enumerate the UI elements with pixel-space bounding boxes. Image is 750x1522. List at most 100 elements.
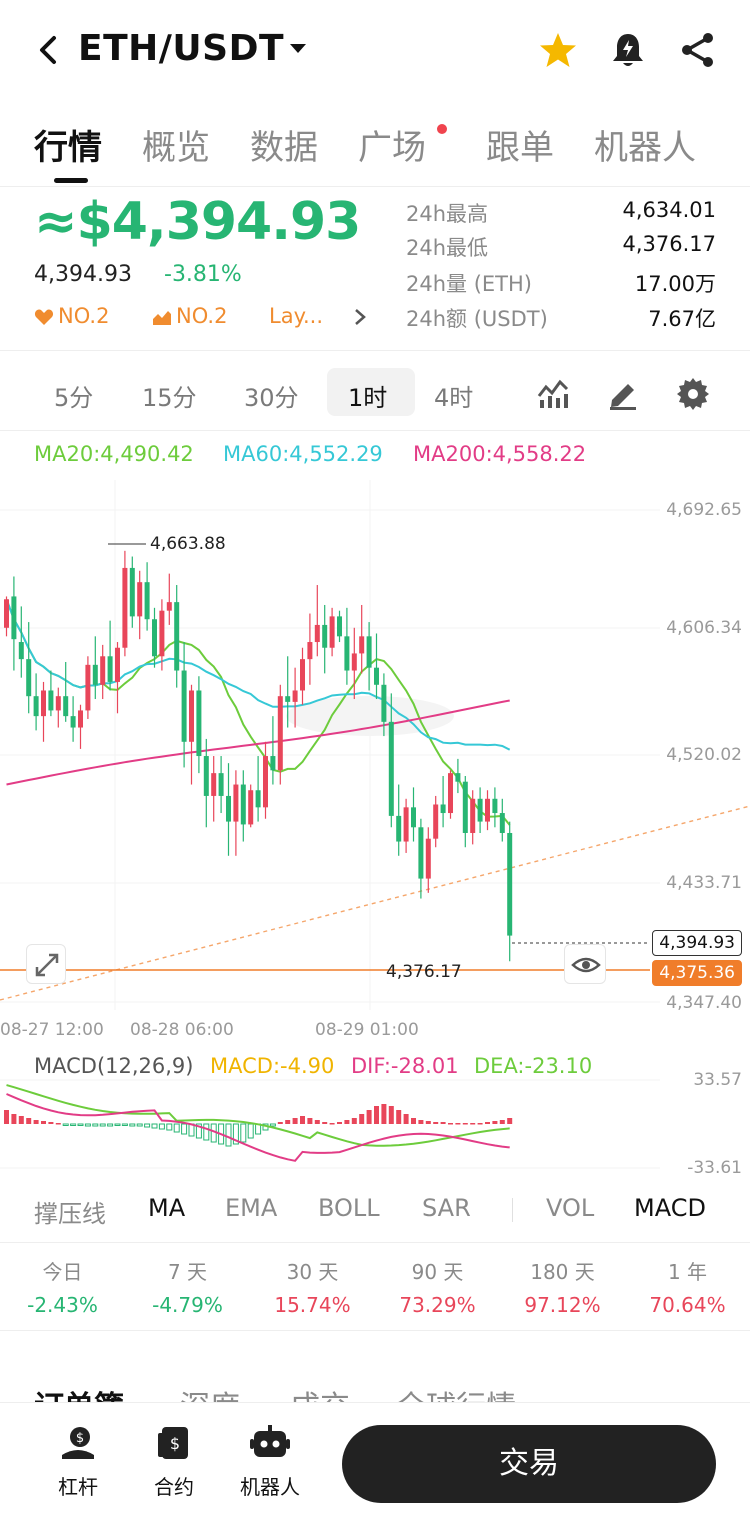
back-arrow-icon[interactable] (30, 30, 66, 70)
tab-bots[interactable]: 机器人 (594, 128, 696, 168)
macd-chart[interactable] (0, 1076, 750, 1186)
ind-sar[interactable]: SAR (422, 1194, 471, 1222)
ind-support-resistance[interactable]: 撑压线 (34, 1200, 106, 1228)
pair-title[interactable]: ETH/USDT (78, 28, 285, 69)
section-tabs: 订单簿 深度 成交 全球行情 (34, 1378, 734, 1402)
visibility-button[interactable] (564, 944, 606, 984)
divider (0, 430, 750, 431)
indicator-icon[interactable] (536, 376, 570, 410)
candle-body (152, 619, 157, 657)
nav-futures[interactable]: $ 合约 (134, 1425, 214, 1500)
tab-depth[interactable]: 深度 (180, 1382, 240, 1402)
period-active-bg (327, 368, 415, 416)
tab-square[interactable]: 广场 (358, 128, 426, 168)
tab-orderbook[interactable]: 订单簿 (34, 1382, 124, 1402)
macd-bar (337, 1122, 342, 1124)
tab-trades[interactable]: 成交 (290, 1382, 350, 1402)
ind-boll[interactable]: BOLL (318, 1194, 380, 1222)
dea-value: DEA:-23.10 (474, 1054, 593, 1078)
ind-vol[interactable]: VOL (546, 1194, 595, 1222)
macd-bar (92, 1123, 99, 1127)
candle-body (107, 656, 113, 682)
tab-data[interactable]: 数据 (250, 128, 318, 168)
divider (0, 186, 750, 187)
perf-label: 今日 (42, 1260, 83, 1284)
macd-bar (144, 1123, 151, 1128)
settings-icon[interactable] (676, 376, 710, 410)
share-icon[interactable] (678, 30, 718, 70)
chevron-down-icon[interactable] (286, 36, 310, 60)
tab-market[interactable]: 行情 (34, 128, 102, 168)
macd-bar (374, 1106, 379, 1124)
dif-line (6, 1093, 510, 1162)
rank-badge-layer[interactable]: Lay... (269, 304, 324, 328)
macd-bar (55, 1123, 61, 1125)
divider (512, 1198, 513, 1222)
macd-bar (433, 1122, 439, 1124)
macd-y-top: 33.57 (693, 1070, 742, 1090)
candle-body (448, 773, 453, 814)
high-marker-label: 4,663.88 (150, 534, 226, 554)
tab-global-market[interactable]: 全球行情 (396, 1382, 516, 1402)
candle-body (137, 582, 143, 617)
trend-line (0, 805, 750, 1001)
active-tab-indicator (54, 178, 88, 183)
period-5m[interactable]: 5分 (54, 384, 94, 412)
period-4h[interactable]: 4时 (434, 384, 474, 412)
candle-body (388, 721, 394, 816)
macd-bar (70, 1123, 77, 1126)
draw-icon[interactable] (606, 376, 640, 410)
candle-body (255, 790, 261, 808)
macd-bar (240, 1123, 247, 1143)
candle-body (218, 773, 224, 796)
candle-body (181, 670, 187, 742)
period-30m[interactable]: 30分 (244, 384, 299, 412)
period-1h[interactable]: 1时 (348, 384, 388, 412)
nav-margin[interactable]: $ 杠杆 (38, 1425, 118, 1500)
macd-bar (366, 1110, 372, 1124)
perf-value: 73.29% (399, 1293, 476, 1317)
candle-body (470, 798, 476, 833)
candle-body (174, 602, 180, 671)
perf-value: 97.12% (524, 1293, 601, 1317)
macd-bar (351, 1118, 357, 1124)
perf-label: 7 天 (167, 1260, 208, 1284)
ma200-line (6, 699, 510, 786)
candle-body (78, 710, 83, 728)
chevron-right-icon[interactable] (352, 306, 368, 328)
macd-y-bottom: -33.61 (687, 1158, 742, 1178)
candle-body (248, 790, 254, 825)
bell-icon[interactable] (608, 30, 648, 70)
perf-7d: 7 天 -4.79% (125, 1256, 250, 1317)
ind-ema[interactable]: EMA (225, 1194, 278, 1222)
fullscreen-button[interactable] (26, 944, 66, 984)
perf-30d: 30 天 15.74% (250, 1256, 375, 1317)
last-price-tag: 4,394.93 (652, 930, 742, 956)
nav-bots[interactable]: 机器人 (230, 1425, 310, 1500)
macd-bar (33, 1120, 39, 1124)
star-icon[interactable] (538, 30, 578, 70)
rank-badge-hot[interactable]: NO.2 (34, 304, 109, 328)
macd-bar (11, 1114, 17, 1124)
candle-body (485, 798, 490, 822)
period-15m[interactable]: 15分 (142, 384, 197, 412)
tab-overview[interactable]: 概览 (142, 128, 210, 168)
trade-button[interactable]: 交易 (342, 1425, 716, 1503)
macd-bar (485, 1122, 490, 1124)
candlestick-chart[interactable] (0, 470, 750, 1030)
rank-badge-gain[interactable]: NO.2 (152, 304, 227, 328)
macd-bar (173, 1123, 180, 1133)
macd-bar (41, 1121, 46, 1124)
divider (0, 350, 750, 351)
nav-margin-label: 杠杆 (58, 1475, 98, 1499)
macd-bar (48, 1122, 54, 1124)
last-price: 4,394.93 (34, 262, 132, 287)
x-tick-label: 08-27 12:00 (0, 1020, 104, 1040)
candle-body (322, 624, 328, 648)
candle-body (166, 602, 172, 611)
tab-copy-trading[interactable]: 跟单 (486, 128, 554, 168)
candle-body (18, 642, 24, 660)
macd-bar (359, 1114, 365, 1124)
ind-macd[interactable]: MACD (634, 1194, 706, 1222)
ind-ma[interactable]: MA (148, 1194, 186, 1222)
